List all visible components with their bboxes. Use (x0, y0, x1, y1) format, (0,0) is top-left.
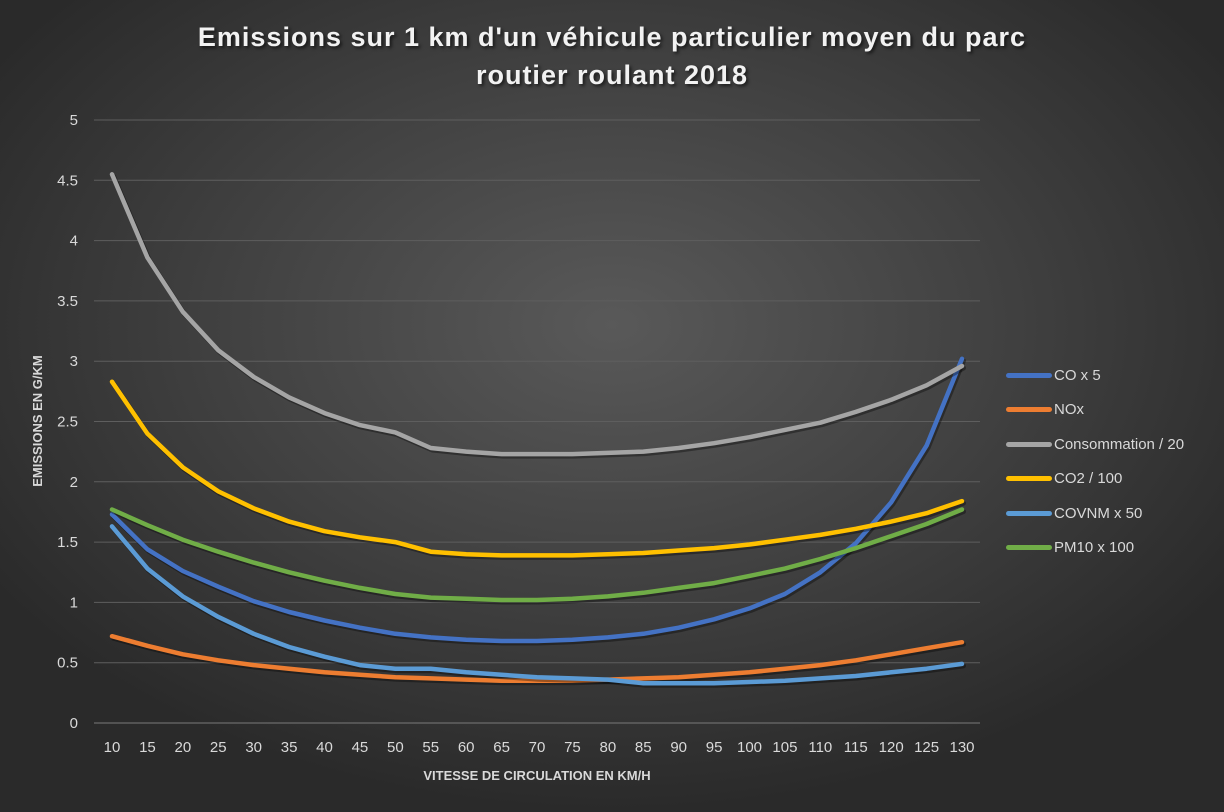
y-tick-label: 0.5 (57, 655, 78, 672)
legend-item[interactable]: Consommation / 20 (1006, 427, 1184, 462)
series-line-0[interactable] (109, 356, 965, 644)
x-tick-label: 25 (210, 739, 227, 756)
x-tick-label: 75 (564, 739, 581, 756)
x-tick-label: 85 (635, 739, 652, 756)
x-tick-label: 15 (139, 739, 156, 756)
y-tick-label: 3 (70, 353, 78, 370)
y-tick-label: 5 (70, 112, 78, 129)
y-tick-label: 2 (70, 474, 78, 491)
series-line-3[interactable] (109, 379, 965, 558)
legend-item[interactable]: PM10 x 100 (1006, 531, 1184, 566)
legend-item[interactable]: COVNM x 50 (1006, 496, 1184, 531)
x-tick-label: 40 (316, 739, 333, 756)
y-tick-label: 4 (70, 233, 78, 250)
x-axis-label: VITESSE DE CIRCULATION EN KM/H (423, 768, 650, 783)
gridlines (94, 119, 980, 724)
legend-item[interactable]: CO x 5 (1006, 358, 1184, 393)
x-tick-label: 125 (914, 739, 939, 756)
y-tick-label: 4.5 (57, 172, 78, 189)
x-axis-ticks: 10 15 20 25 30 35 40 45 50 55 60 65 70 75 80 85 90 95 100 1… (104, 739, 975, 756)
x-tick-label: 60 (458, 739, 475, 756)
x-tick-label: 35 (281, 739, 298, 756)
series-line-2[interactable] (109, 172, 965, 457)
series-line-5[interactable] (109, 507, 965, 603)
legend-item[interactable]: CO2 / 100 (1006, 462, 1184, 497)
series-lines (109, 172, 966, 688)
y-tick-label: 1.5 (57, 534, 78, 551)
x-tick-label: 110 (808, 739, 832, 756)
x-tick-label: 130 (949, 739, 974, 756)
x-tick-label: 20 (174, 739, 191, 756)
legend-label: Consommation / 20 (1054, 435, 1185, 453)
series-line-1[interactable] (109, 633, 965, 684)
x-tick-label: 10 (104, 739, 121, 756)
legend-swatch-icon (1006, 545, 1052, 551)
x-tick-label: 80 (599, 739, 616, 756)
y-axis-ticks: 0 0.5 1 1.5 2 2.5 3 3.5 4 4.5 5 (57, 112, 78, 732)
legend-label: COVNM x 50 (1054, 504, 1143, 522)
x-tick-label: 120 (879, 739, 904, 756)
x-tick-label: 65 (493, 739, 510, 756)
x-tick-label: 45 (352, 739, 369, 756)
y-tick-label: 3.5 (57, 293, 78, 310)
x-tick-label: 70 (529, 739, 546, 756)
legend-label: CO2 / 100 (1054, 470, 1123, 488)
y-axis-label: EMISSIONS EN G/KM (30, 355, 45, 486)
chart-title-line-2: routier roulant 2018 (475, 60, 749, 90)
chart-legend: CO x 5 NOx Consommation / 20 CO2 / 100 COVNM… (1006, 358, 1184, 565)
legend-swatch-icon (1006, 407, 1052, 413)
y-tick-label: 2.5 (57, 414, 78, 431)
legend-label: PM10 x 100 (1054, 539, 1135, 557)
legend-label: NOx (1054, 401, 1084, 419)
chart-title: Emissions sur 1 km d'un véhicule particu… (0, 18, 1224, 94)
legend-swatch-icon (1006, 510, 1052, 516)
legend-label: CO x 5 (1054, 366, 1101, 384)
series-line-4[interactable] (109, 524, 965, 686)
x-tick-label: 50 (387, 739, 404, 756)
legend-swatch-icon (1006, 441, 1052, 447)
x-tick-label: 100 (737, 739, 762, 756)
legend-swatch-icon (1006, 372, 1052, 378)
x-tick-label: 55 (422, 739, 439, 756)
x-tick-label: 95 (706, 739, 723, 756)
legend-swatch-icon (1006, 476, 1052, 482)
x-tick-label: 105 (772, 739, 797, 756)
x-tick-label: 115 (844, 739, 868, 756)
y-tick-label: 0 (70, 715, 78, 732)
x-tick-label: 30 (245, 739, 262, 756)
legend-item[interactable]: NOx (1006, 393, 1184, 428)
chart-title-line-1: Emissions sur 1 km d'un véhicule particu… (197, 22, 1027, 52)
y-tick-label: 1 (70, 594, 78, 611)
x-tick-label: 90 (670, 739, 687, 756)
